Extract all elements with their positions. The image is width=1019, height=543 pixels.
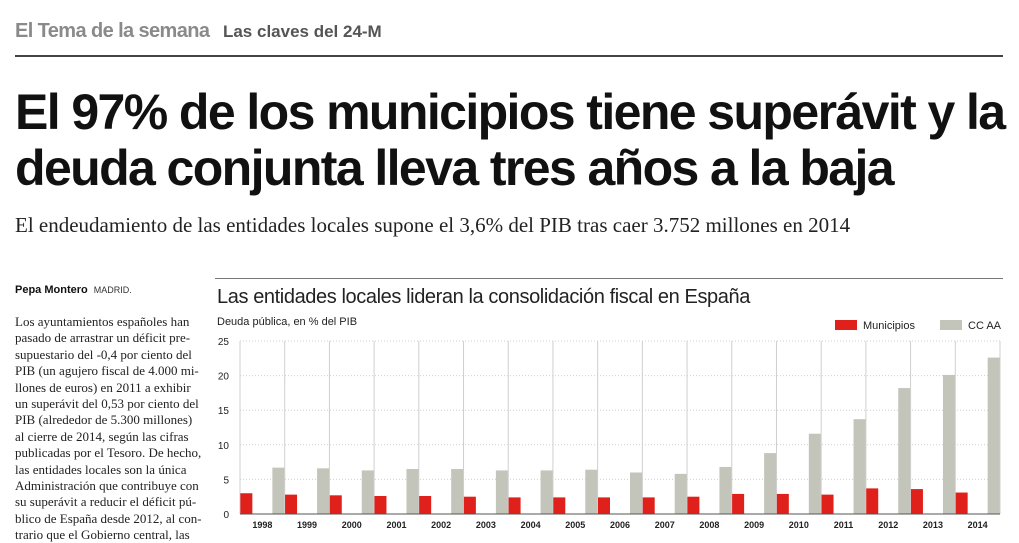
bar-municipios-2007 xyxy=(642,497,655,514)
bar-ccaa-2007 xyxy=(674,473,687,514)
bar-ccaa-2013 xyxy=(942,374,955,514)
x-tick-label: 2000 xyxy=(342,520,362,530)
body-line: Los ayuntamientos españoles han xyxy=(15,314,190,329)
x-tick-label: 1998 xyxy=(252,520,272,530)
legend-swatch-ccaa xyxy=(940,320,962,330)
bar-municipios-2008 xyxy=(687,496,700,514)
chart-title: Las entidades locales lideran la consoli… xyxy=(217,286,750,308)
bar-chart: 0 5 10 15 20 25 1998 1999 2000 2001 2002 2003 2004 20… xyxy=(218,337,1001,530)
legend-swatch-municipios xyxy=(835,320,857,330)
bar-municipios-2012 xyxy=(866,488,879,514)
x-tick-label: 2012 xyxy=(878,520,898,530)
x-tick-label: 2004 xyxy=(521,520,541,530)
chart-ylabel: Deuda pública, en % del PIB xyxy=(217,316,358,328)
legend-label-municipios: Municipios xyxy=(863,320,915,332)
y-tick-label: 5 xyxy=(223,475,229,486)
bar-municipios-2000 xyxy=(329,495,342,514)
bar-ccaa-2009 xyxy=(764,453,777,514)
body-line: un superávit del 0,53 por ciento del xyxy=(15,395,199,411)
byline-author: Pepa Montero xyxy=(15,284,88,296)
header-rule xyxy=(15,55,1003,57)
bar-municipios-2011 xyxy=(821,494,834,514)
x-tick-label: 2006 xyxy=(610,520,630,530)
bar-municipios-2002 xyxy=(419,496,432,514)
body-line: llones de euros) en 2011 a exhibir xyxy=(15,379,191,395)
section-name: El Tema de la semana xyxy=(15,20,210,42)
bar-municipios-2010 xyxy=(776,493,789,514)
x-tick-label: 2014 xyxy=(968,520,988,530)
bar-municipios-2001 xyxy=(374,496,387,514)
y-tick-label: 25 xyxy=(218,337,230,348)
headline: El 97% de los municipios tiene superávit… xyxy=(15,84,1006,196)
bar-ccaa-2001 xyxy=(406,469,419,514)
byline: Pepa Montero MADRID. xyxy=(15,284,132,296)
body-line: trario que el Gobierno central, las xyxy=(15,527,190,543)
body-line: su superávit a reducir el déficit pú- xyxy=(15,494,197,510)
x-tick-label: 2003 xyxy=(476,520,496,530)
chart-rule xyxy=(215,278,1003,279)
x-tick-label: 2005 xyxy=(565,520,585,530)
body-line: Administración que contribuye con xyxy=(15,477,199,493)
bar-municipios-1999 xyxy=(285,494,298,514)
x-tick-label: 2011 xyxy=(834,520,854,530)
bar-ccaa-2014 xyxy=(987,357,1000,514)
x-tick-label: 2001 xyxy=(386,520,406,530)
x-tick-label: 2009 xyxy=(744,520,764,530)
body-line: pasado de arrastrar un déficit pre- xyxy=(15,330,191,346)
article-body: Los ayuntamientos españoles han pasado de… xyxy=(15,314,201,543)
bar-municipios-1998 xyxy=(240,493,253,514)
y-tick-label: 10 xyxy=(218,441,230,452)
x-tick-label: 2007 xyxy=(655,520,675,530)
x-tick-label: 2002 xyxy=(431,520,451,530)
bar-ccaa-1999 xyxy=(317,468,330,514)
bar-municipios-2003 xyxy=(463,496,476,514)
bar-municipios-2006 xyxy=(598,497,610,514)
body-line: las entidades locales son la única xyxy=(15,461,187,477)
body-line: PIB (un agujero fiscal de 4.000 mi- xyxy=(15,363,199,379)
bar-ccaa-2010 xyxy=(808,433,821,514)
body-line: al cierre de 2014, según las cifras xyxy=(15,428,189,444)
legend-item-municipios: Municipios xyxy=(835,320,915,332)
bar-ccaa-2006 xyxy=(630,472,642,514)
bar-municipios-2014 xyxy=(955,492,968,514)
bar-ccaa-2011 xyxy=(853,419,866,514)
bar-municipios-2004 xyxy=(508,497,521,514)
bar-ccaa-2004 xyxy=(540,470,553,514)
bar-ccaa-1998 xyxy=(272,467,285,514)
x-tick-label: 2010 xyxy=(789,520,809,530)
section-header: El Tema de la semana Las claves del 24-M xyxy=(15,20,382,43)
byline-place: MADRID. xyxy=(93,285,132,295)
x-tick-label: 1999 xyxy=(297,520,317,530)
bar-ccaa-2000 xyxy=(361,470,374,514)
bar-municipios-2009 xyxy=(732,493,745,514)
bar-ccaa-2008 xyxy=(719,466,732,514)
body-line: supuestario del -0,4 por ciento del xyxy=(15,346,192,362)
bar-municipios-2013 xyxy=(910,489,923,514)
body-line: publicadas por el Tesoro. De hecho, xyxy=(15,445,201,461)
y-tick-label: 20 xyxy=(218,372,230,383)
bar-municipios-2005 xyxy=(553,497,566,514)
y-tick-label: 15 xyxy=(218,406,230,417)
legend-label-ccaa: CC AA xyxy=(968,320,1002,332)
bar-ccaa-2005 xyxy=(585,469,598,514)
section-subtitle: Las claves del 24-M xyxy=(222,22,382,41)
legend-item-ccaa: CC AA xyxy=(940,320,1001,332)
body-line: PIB (alrededor de 5.300 millones) xyxy=(15,412,193,428)
y-tick-label: 0 xyxy=(223,510,229,521)
bar-ccaa-2003 xyxy=(495,470,508,514)
bar-ccaa-2002 xyxy=(451,469,464,514)
standfirst: El endeudamiento de las entidades locale… xyxy=(15,213,851,237)
body-line: blico de España desde 2012, al con- xyxy=(15,510,201,526)
bar-ccaa-2012 xyxy=(898,388,911,514)
x-tick-label: 2013 xyxy=(923,520,943,530)
x-tick-label: 2008 xyxy=(699,520,719,530)
